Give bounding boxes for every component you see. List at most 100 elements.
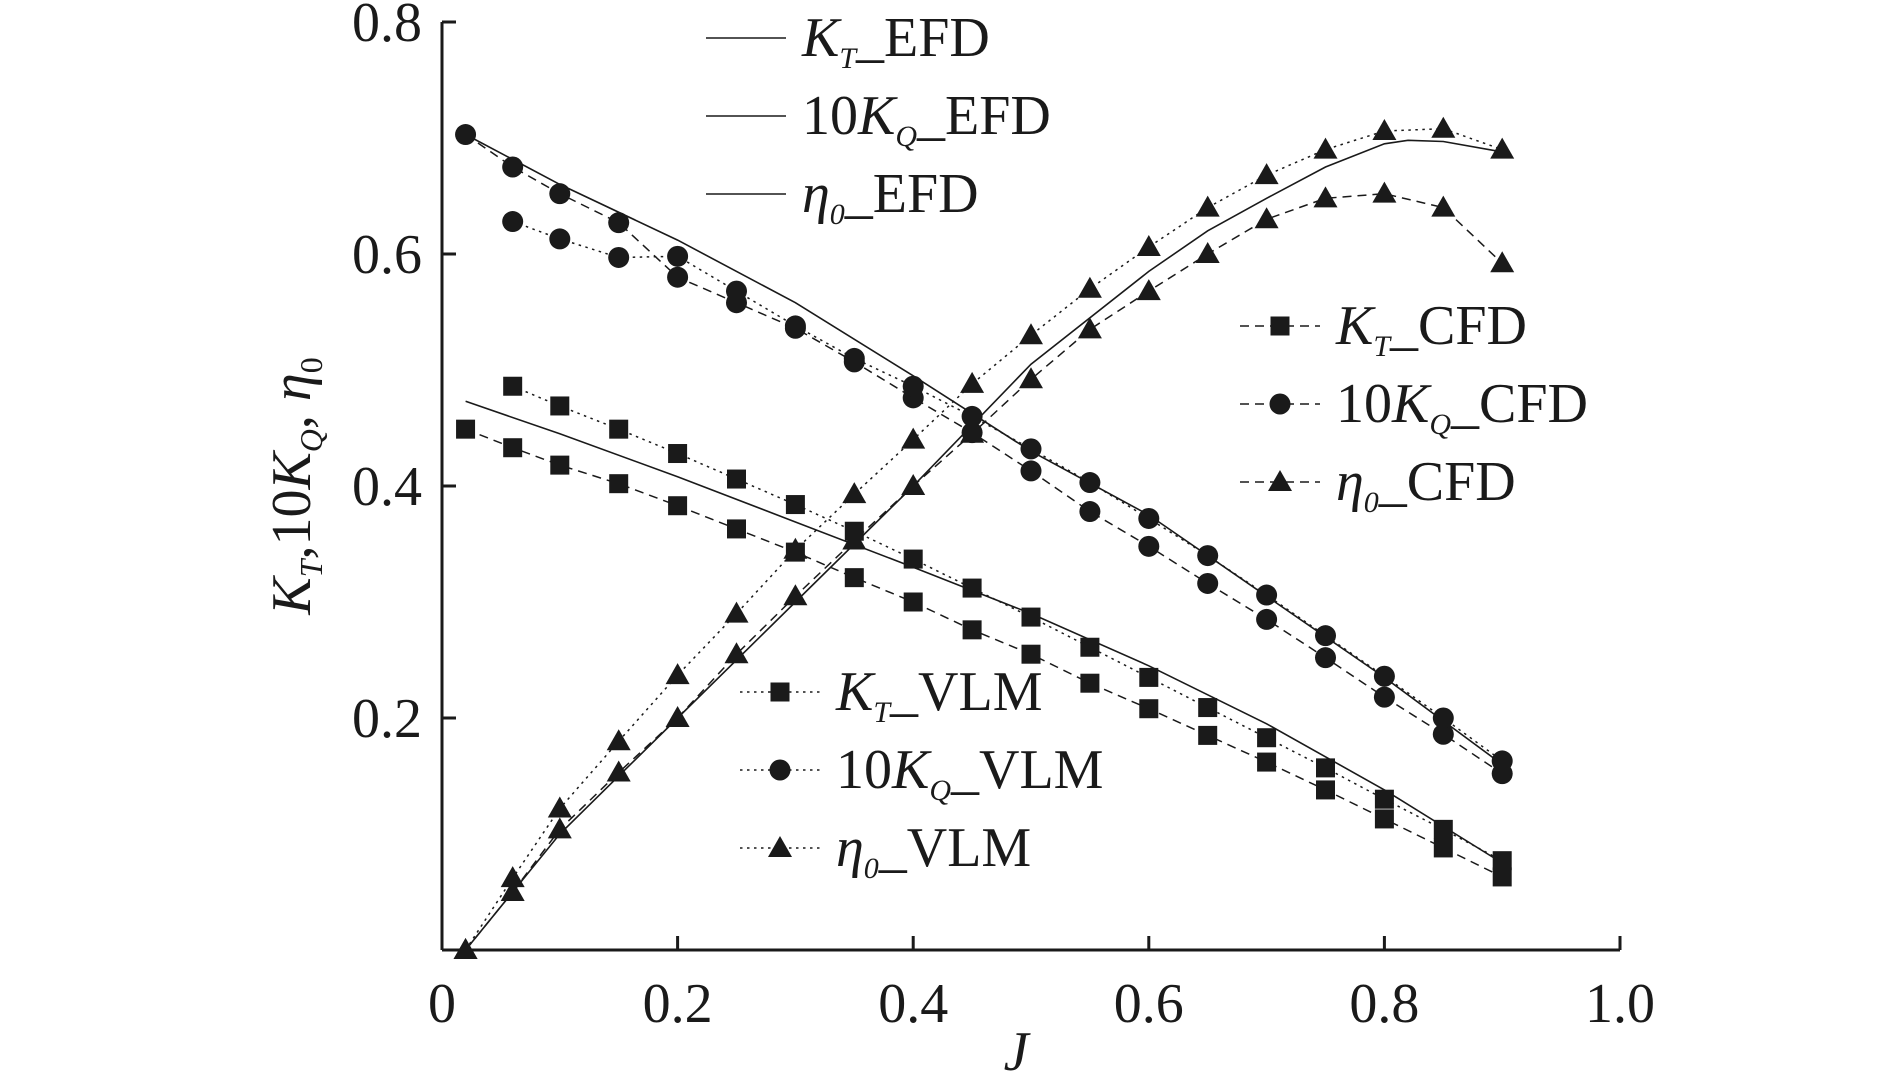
legend-label: η0_VLM (836, 817, 1031, 885)
data-point-10kq-vlm (608, 246, 630, 268)
data-point-10kq-cfd (1197, 572, 1219, 594)
data-point-10kq-cfd (1432, 723, 1454, 745)
legend-label: 10KQ_CFD (1336, 373, 1588, 441)
data-point-eta0-cfd (1019, 367, 1043, 389)
series-layer (453, 116, 1515, 959)
legend-vlm: KT_VLM 10KQ_VLM η0_VLM (740, 661, 1103, 885)
data-point-kt-vlm (1316, 758, 1335, 778)
data-point-kt-cfd (1257, 752, 1277, 772)
y-axis-title: KT,10KQ, η0 (261, 357, 329, 615)
data-point-kt-cfd (903, 592, 923, 612)
data-point-kt-vlm (503, 376, 523, 396)
data-point-eta0-vlm (842, 482, 867, 504)
data-point-eta0-vlm (1431, 116, 1456, 138)
data-point-10kq-vlm (1256, 584, 1278, 606)
x-tick-label: 0.8 (1349, 973, 1419, 1035)
x-tick-label: 0.6 (1114, 973, 1184, 1035)
data-point-kt-cfd (962, 620, 982, 640)
data-point-eta0-cfd (665, 706, 690, 727)
data-point-eta0-cfd (547, 817, 572, 839)
data-point-10kq-vlm (549, 228, 571, 250)
x-tick-label: 1.0 (1585, 973, 1655, 1035)
series-eta0-cfd (453, 181, 1515, 959)
data-point-eta0-vlm (1136, 235, 1161, 257)
series-eta0-efd (464, 139, 1503, 951)
data-point-eta0-cfd (1136, 279, 1161, 301)
x-axis-title: J (1004, 1021, 1032, 1072)
data-point-kt-cfd (727, 519, 746, 539)
data-point-eta0-cfd (783, 584, 808, 606)
series-line-eta0-efd (464, 139, 1503, 951)
data-point-10kq-vlm (1315, 625, 1336, 647)
data-point-10kq-cfd (549, 183, 571, 205)
data-point-kt-vlm (1080, 637, 1100, 657)
data-point-kt-cfd (1492, 867, 1512, 887)
data-point-eta0-cfd (724, 642, 749, 664)
data-point-kt-vlm (1374, 789, 1394, 809)
data-point-kt-vlm (844, 521, 864, 541)
data-point-kt-cfd (1021, 644, 1041, 664)
data-point-10kq-vlm (726, 280, 747, 302)
legend-item-kt-vlm: KT_VLM (740, 661, 1043, 729)
y-tick-label: 0.8 (352, 0, 422, 54)
legend-cfd: KT_CFD 10KQ_CFD η0_CFD (1240, 295, 1588, 519)
data-point-eta0-vlm (665, 663, 690, 685)
data-point-10kq-cfd (1373, 686, 1395, 708)
data-point-10kq-cfd (667, 266, 689, 288)
y-tick-label: 0.6 (352, 224, 422, 286)
legend-label: KT_CFD (1335, 295, 1527, 363)
data-point-eta0-vlm (1490, 137, 1515, 159)
data-point-10kq-vlm (1491, 750, 1513, 772)
legend-label: KT_VLM (835, 661, 1043, 729)
series-kt-cfd (456, 419, 1512, 887)
axes: 0 0.2 0.4 0.6 0.8 1.0 0.2 0.4 0.6 0.8 J KT,10KQ, η0 (261, 0, 1655, 1072)
data-point-10kq-cfd (1315, 647, 1336, 669)
data-point-10kq-vlm (961, 405, 983, 427)
legend-swatch-marker (1268, 470, 1292, 491)
data-point-kt-cfd (609, 474, 629, 494)
data-point-eta0-vlm (1195, 195, 1220, 217)
y-tick-label: 0.2 (352, 688, 422, 750)
data-point-eta0-cfd (500, 880, 525, 901)
data-point-eta0-cfd (901, 474, 926, 495)
data-point-kt-vlm (668, 444, 688, 464)
legend-label: 10KQ_EFD (802, 85, 1051, 153)
data-point-eta0-vlm (960, 371, 985, 393)
legend-item-kt-cfd: KT_CFD (1240, 295, 1527, 363)
data-point-10kq-cfd (502, 156, 524, 178)
data-point-eta0-vlm (500, 866, 525, 888)
legend-item-eta0-cfd: η0_CFD (1240, 451, 1516, 519)
legend-swatch-marker (769, 759, 791, 781)
data-point-kt-vlm (785, 495, 805, 515)
data-point-eta0-vlm (1313, 137, 1338, 159)
legend-label: 10KQ_VLM (836, 739, 1103, 807)
data-point-kt-cfd (1316, 780, 1335, 800)
data-point-10kq-cfd (608, 212, 630, 234)
data-point-10kq-vlm (502, 211, 524, 233)
data-point-kt-vlm (550, 396, 570, 416)
data-point-kt-cfd (1080, 673, 1100, 693)
data-point-10kq-vlm (902, 375, 924, 397)
data-point-10kq-cfd (1138, 535, 1160, 557)
legend-label: KT_EFD (801, 7, 990, 75)
data-point-10kq-vlm (1079, 472, 1101, 494)
data-point-kt-vlm (1021, 607, 1041, 627)
legend-swatch-marker (770, 682, 790, 702)
data-point-10kq-vlm (1197, 545, 1219, 567)
data-point-kt-cfd (1139, 699, 1159, 719)
data-point-10kq-vlm (1138, 507, 1160, 529)
data-point-eta0-cfd (1077, 317, 1102, 339)
data-point-kt-vlm (609, 419, 629, 439)
legend-efd: KT_EFD 10KQ_EFD η0_EFD (706, 7, 1051, 231)
series-10kq-vlm (502, 211, 1513, 772)
legend-item-kt-efd: KT_EFD (706, 7, 990, 75)
data-point-eta0-vlm (901, 427, 926, 449)
data-point-eta0-vlm (1372, 119, 1397, 141)
data-point-kt-cfd (456, 419, 476, 439)
legend-layer: KT_EFD 10KQ_EFD η0_EFD KT_CFD 10KQ_CFD η0_CFD… (706, 7, 1588, 885)
data-point-eta0-cfd (1195, 242, 1220, 263)
legend-item-10kq-cfd: 10KQ_CFD (1240, 373, 1588, 441)
data-point-eta0-vlm (783, 537, 808, 559)
legend-item-eta0-efd: η0_EFD (706, 163, 979, 231)
